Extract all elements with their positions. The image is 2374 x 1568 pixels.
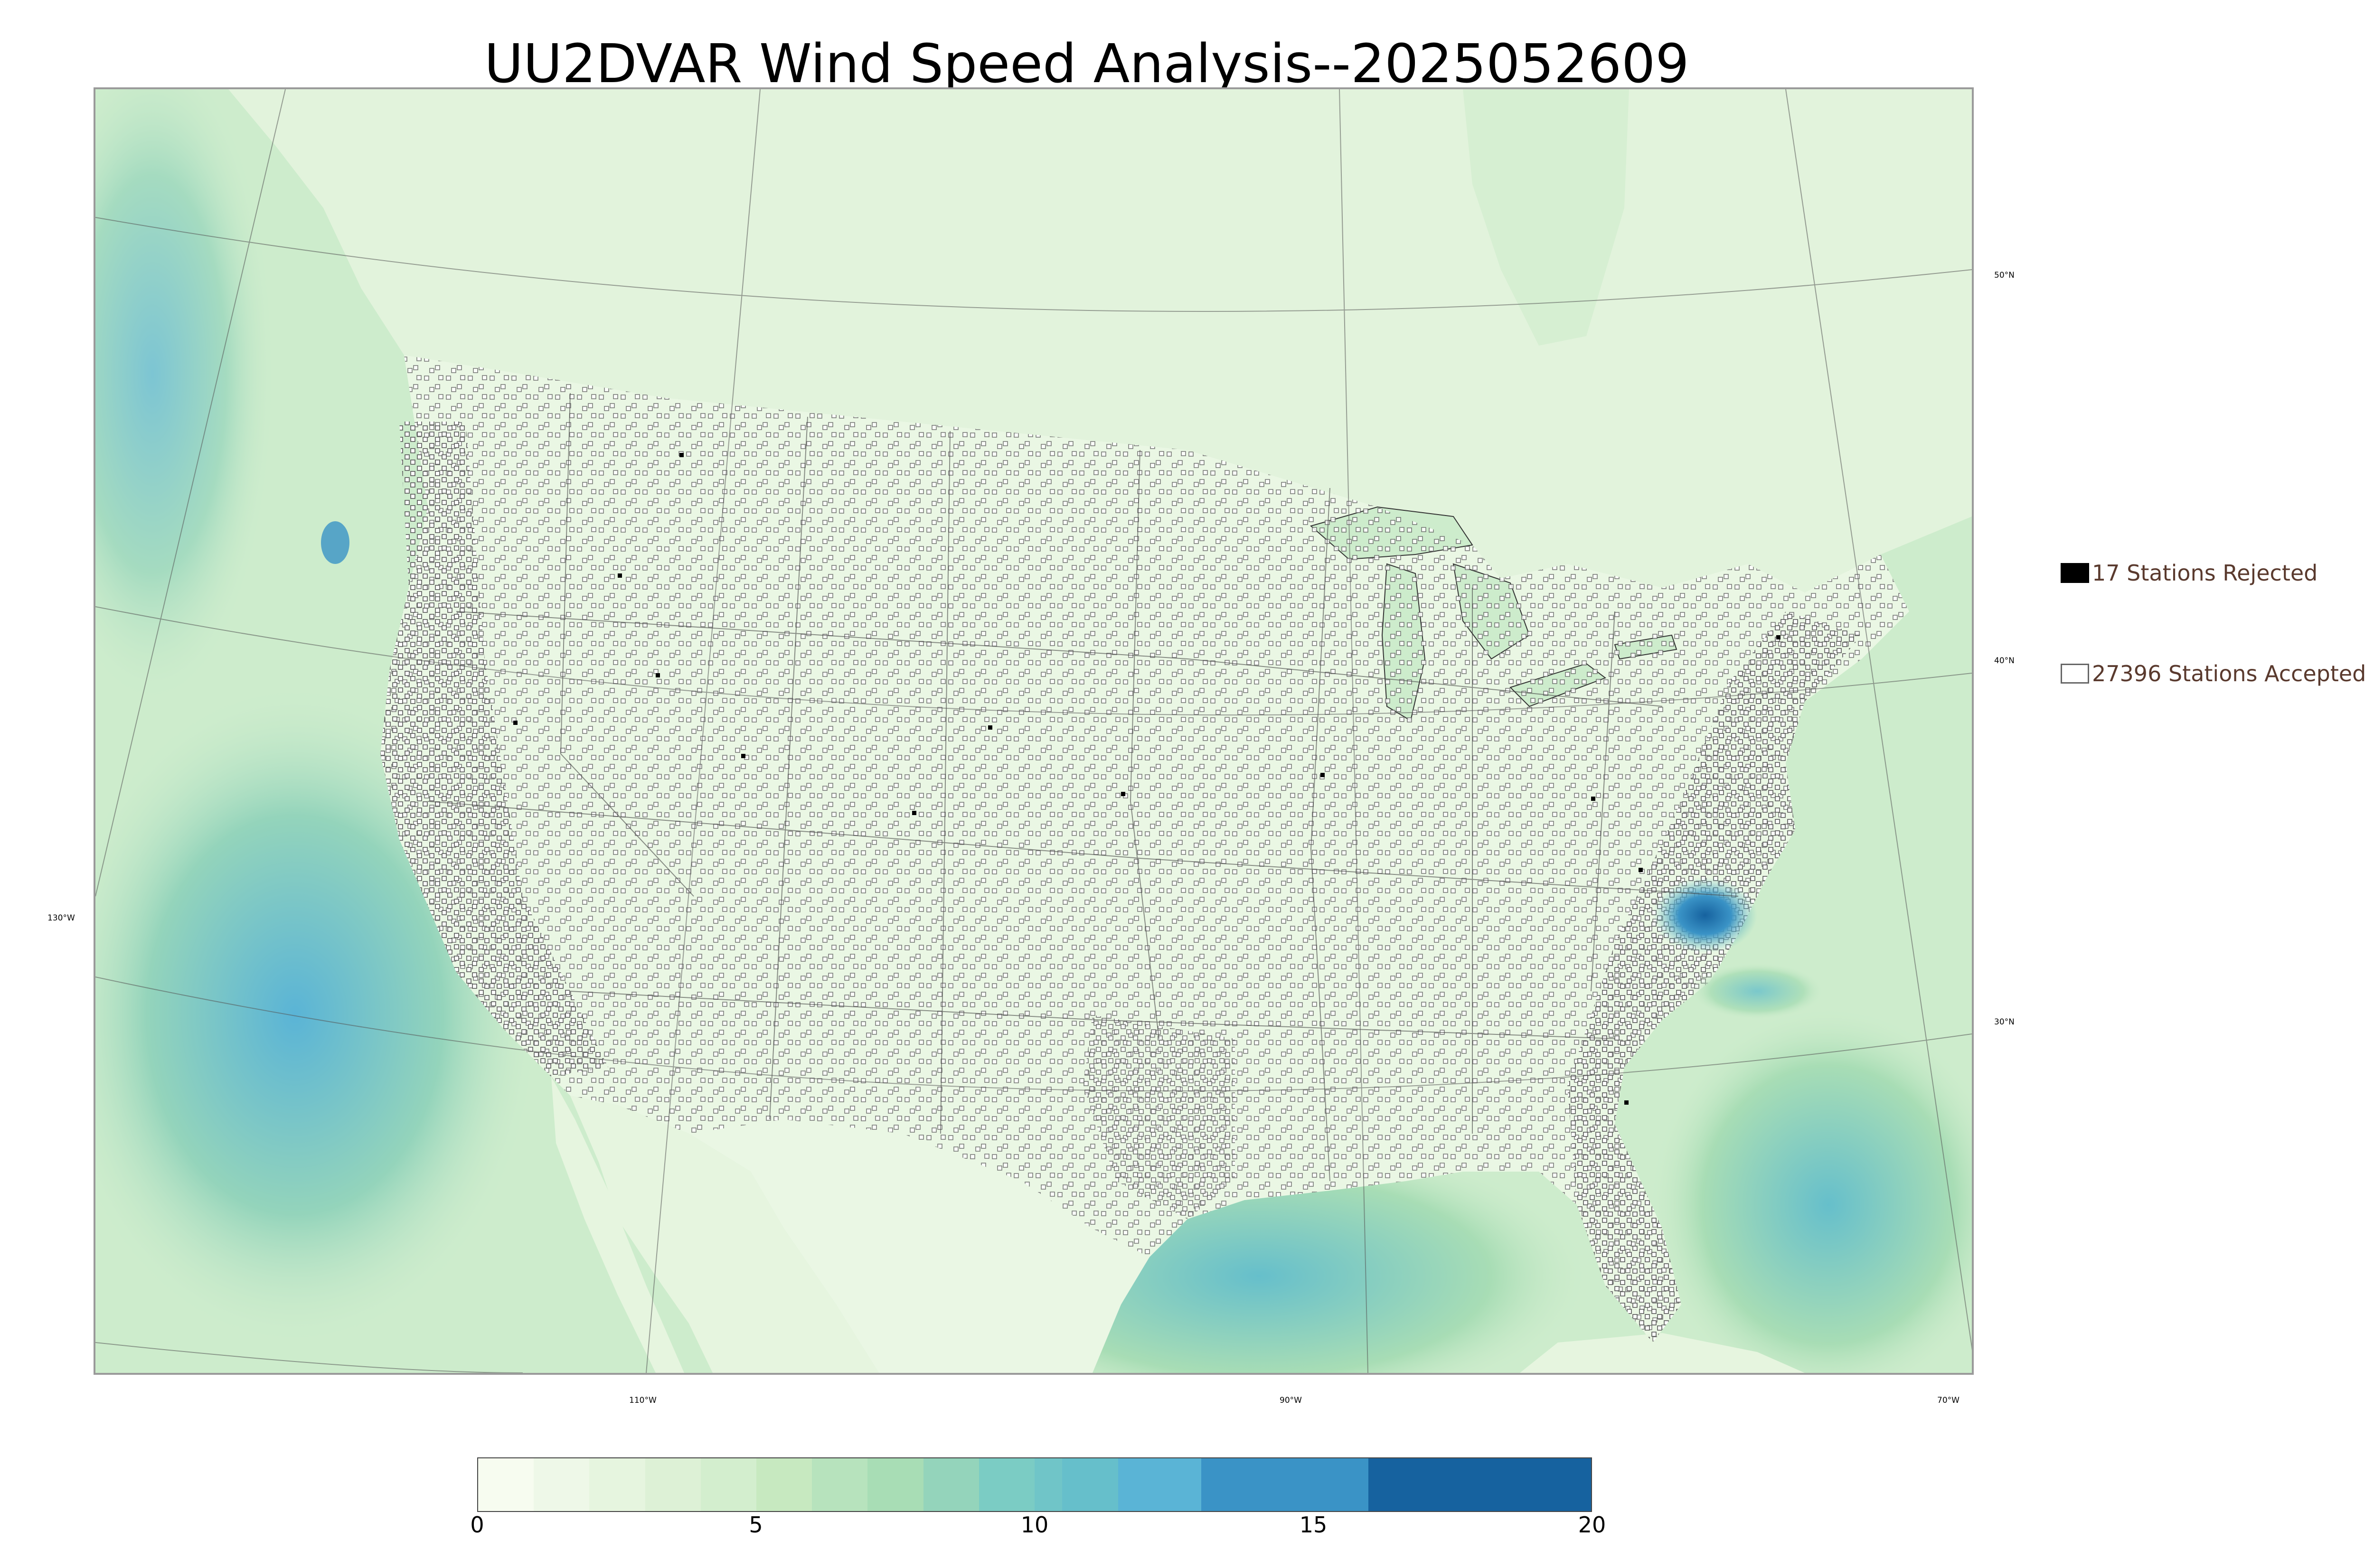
high-wind-core — [1653, 877, 1757, 953]
station-markers-rejected — [513, 453, 1780, 1105]
hudson-bay — [1463, 89, 1629, 346]
graticule — [95, 89, 1972, 1373]
colorbar-segment — [1034, 1458, 1063, 1511]
accepted-station-swatch — [2061, 664, 2089, 684]
colorbar-segment — [589, 1458, 645, 1511]
colorbar-tick-label: 5 — [749, 1512, 763, 1538]
wind-speed-colorbar — [477, 1457, 1592, 1512]
legend-accepted: 27396 Stations Accepted — [2061, 661, 2366, 686]
wind-speed-map[interactable] — [95, 89, 1972, 1373]
political-boundaries — [427, 393, 1739, 1182]
colorbar-segment — [645, 1458, 701, 1511]
colorbar-tick-label: 20 — [1578, 1512, 1606, 1538]
cuba-island — [1520, 1333, 1805, 1373]
lat-label-30n: 30°N — [1994, 1017, 2015, 1027]
colorbar-segment — [1201, 1458, 1369, 1511]
colorbar-segment — [812, 1458, 868, 1511]
lon-label-70w: 70°W — [1937, 1396, 1959, 1405]
colorbar-segment — [867, 1458, 923, 1511]
mexico-landmass — [570, 1096, 879, 1373]
lon-label-130w: 130°W — [47, 913, 75, 923]
legend-rejected: 17 Stations Rejected — [2061, 560, 2317, 586]
lon-label-90w: 90°W — [1280, 1396, 1302, 1405]
colorbar-tick-label: 15 — [1299, 1512, 1328, 1538]
colorbar-segment — [478, 1458, 534, 1511]
colorbar-tick-label: 10 — [1020, 1512, 1049, 1538]
atlantic-wind-area — [1648, 1005, 1972, 1373]
colorbar-segment — [756, 1458, 812, 1511]
pacific-wind-area — [95, 89, 276, 706]
colorbar-segment — [923, 1458, 979, 1511]
station-cluster-west-coast — [380, 422, 608, 1077]
map-panel[interactable] — [94, 87, 1974, 1375]
map-title: UU2DVAR Wind Speed Analysis--2025052609 — [484, 33, 1689, 95]
station-cluster-texas — [1083, 1015, 1235, 1219]
station-cluster-east-coast — [1567, 611, 1862, 1343]
station-markers-accepted — [380, 355, 1909, 1343]
lat-label-40n: 40°N — [1994, 656, 2015, 666]
lon-label-110w: 110°W — [629, 1396, 657, 1405]
lat-label-50n: 50°N — [1994, 271, 2015, 280]
colorbar-segment — [979, 1458, 1035, 1511]
rejected-station-swatch — [2061, 563, 2089, 583]
colorbar-segment — [1062, 1458, 1118, 1511]
high-wind-core — [1691, 963, 1824, 1020]
colorbar-tick-label: 0 — [470, 1512, 484, 1538]
colorbar-segment — [534, 1458, 590, 1511]
offshore-wind-spot — [321, 521, 349, 564]
colorbar-segment — [1368, 1458, 1591, 1511]
legend-rejected-label: 17 Stations Rejected — [2092, 560, 2318, 586]
colorbar-segment — [1118, 1458, 1202, 1511]
legend-accepted-label: 27396 Stations Accepted — [2092, 661, 2366, 686]
colorbar-segment — [700, 1458, 756, 1511]
baja-peninsula — [551, 1077, 684, 1373]
